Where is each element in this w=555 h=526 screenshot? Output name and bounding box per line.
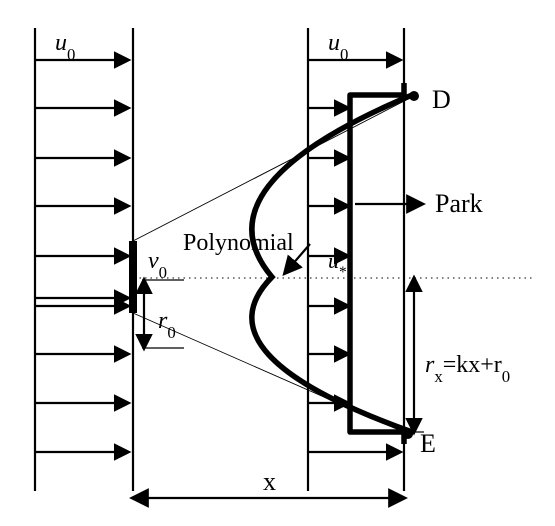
svg-text:r0: r0	[158, 308, 176, 342]
svg-text:u0: u0	[55, 30, 75, 64]
svg-text:Polynomial: Polynomial	[183, 230, 294, 256]
svg-text:E: E	[420, 429, 436, 458]
svg-text:v0: v0	[148, 248, 167, 282]
svg-text:u*: u*	[328, 248, 347, 281]
svg-text:u0: u0	[328, 30, 348, 64]
svg-text:x: x	[263, 467, 276, 496]
svg-text:Park: Park	[435, 189, 483, 218]
svg-text:rx=kx+r0: rx=kx+r0	[425, 352, 510, 386]
svg-text:D: D	[432, 85, 451, 114]
